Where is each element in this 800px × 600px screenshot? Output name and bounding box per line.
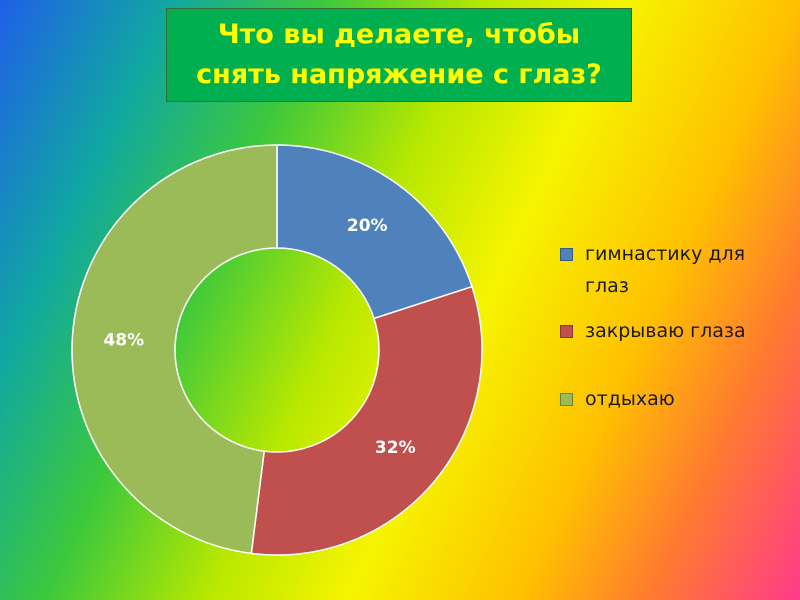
data-label: 32%: [375, 438, 416, 458]
legend-entry: отдыхаю: [560, 383, 792, 415]
data-label: 20%: [347, 216, 388, 236]
legend-swatch: [560, 393, 573, 406]
legend-entry: закрываю глаза: [560, 315, 792, 347]
legend: гимнастику для глаз закрываю глаза отдыхаю: [560, 238, 792, 428]
data-label: 48%: [103, 330, 144, 350]
legend-swatch: [560, 325, 573, 338]
legend-swatch: [560, 248, 573, 261]
donut-segment: [71, 144, 278, 555]
legend-entry: гимнастику для глаз: [560, 238, 792, 302]
donut-segment: [250, 285, 483, 556]
legend-label: гимнастику для глаз: [585, 243, 746, 297]
legend-label: закрываю глаза: [585, 320, 746, 342]
donut-segment: [276, 144, 473, 320]
legend-label: отдыхаю: [585, 388, 675, 410]
chart-title: Что вы делаете, чтобы снять напряжение с…: [166, 8, 632, 102]
